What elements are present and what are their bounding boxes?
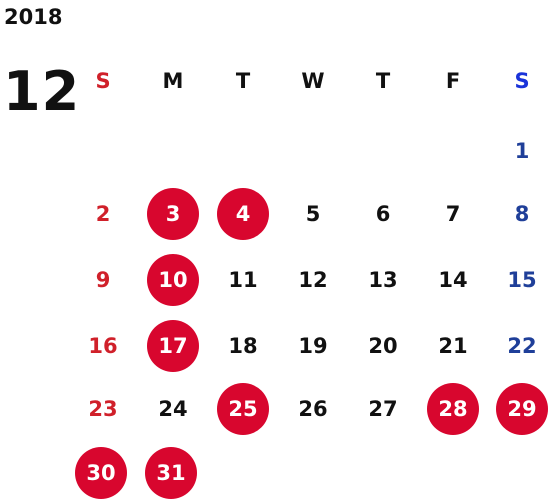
calendar-month: 12: [3, 60, 81, 123]
calendar-day[interactable]: 25: [217, 383, 269, 435]
calendar-day[interactable]: 18: [228, 333, 258, 358]
calendar-day[interactable]: 13: [368, 267, 398, 292]
weekday-header: W: [301, 68, 325, 93]
calendar-day[interactable]: 10: [147, 254, 199, 306]
calendar-day[interactable]: 26: [298, 396, 328, 421]
calendar-day[interactable]: 28: [427, 383, 479, 435]
calendar-day[interactable]: 6: [375, 201, 391, 226]
calendar-day[interactable]: 12: [298, 267, 328, 292]
calendar-day[interactable]: 15: [507, 267, 537, 292]
calendar-day[interactable]: 8: [514, 201, 530, 226]
calendar-day[interactable]: 4: [217, 188, 269, 240]
weekday-header: S: [95, 68, 111, 93]
weekday-header: S: [514, 68, 530, 93]
calendar-day[interactable]: 14: [438, 267, 468, 292]
weekday-header: M: [162, 68, 184, 93]
calendar-day[interactable]: 23: [88, 396, 118, 421]
calendar-day[interactable]: 5: [305, 201, 321, 226]
calendar-day[interactable]: 27: [368, 396, 398, 421]
weekday-header: T: [235, 68, 251, 93]
calendar-year: 2018: [4, 5, 63, 29]
weekday-header: T: [375, 68, 391, 93]
calendar-day[interactable]: 3: [147, 188, 199, 240]
calendar-day[interactable]: 21: [438, 333, 468, 358]
calendar-day[interactable]: 17: [147, 320, 199, 372]
calendar-day[interactable]: 2: [95, 201, 111, 226]
calendar-day[interactable]: 20: [368, 333, 398, 358]
calendar-day[interactable]: 7: [445, 201, 461, 226]
weekday-header: F: [445, 68, 461, 93]
calendar-day[interactable]: 16: [88, 333, 118, 358]
calendar-day[interactable]: 22: [507, 333, 537, 358]
calendar-day[interactable]: 29: [496, 383, 548, 435]
calendar-day[interactable]: 1: [514, 138, 530, 163]
calendar-day[interactable]: 30: [75, 447, 127, 499]
calendar-day[interactable]: 9: [95, 267, 111, 292]
calendar-day[interactable]: 31: [145, 447, 197, 499]
calendar-day[interactable]: 11: [228, 267, 258, 292]
calendar-day[interactable]: 19: [298, 333, 328, 358]
calendar-day[interactable]: 24: [158, 396, 188, 421]
